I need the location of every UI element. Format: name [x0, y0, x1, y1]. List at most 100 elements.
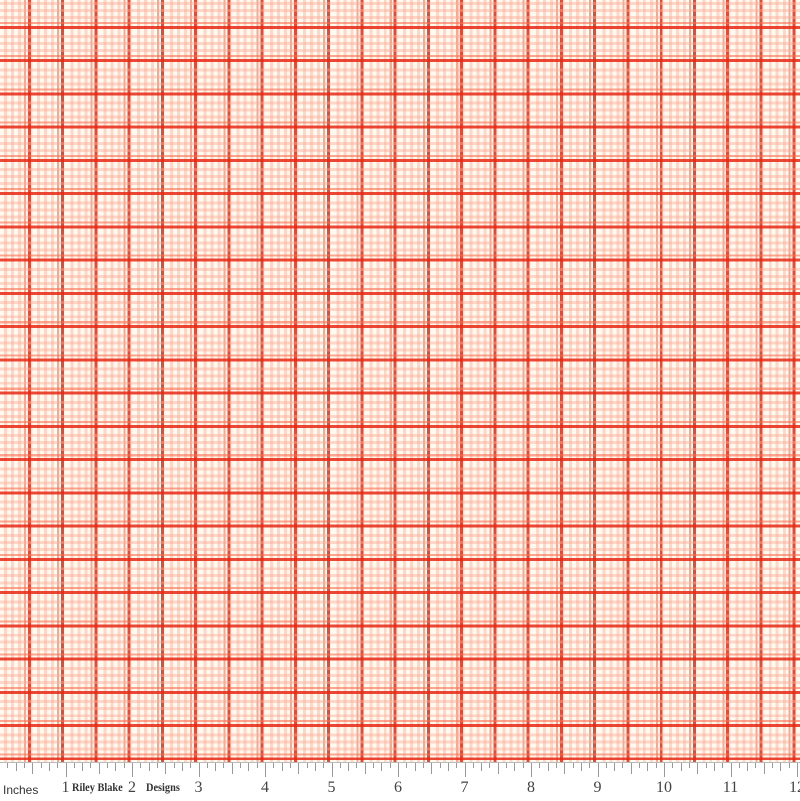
- ruler-number: 3: [194, 779, 203, 796]
- ruler-tick: [614, 763, 616, 771]
- ruler-tick: [647, 763, 649, 771]
- ruler-tick: [82, 763, 84, 771]
- ruler-number: 11: [722, 779, 739, 796]
- ruler-tick: [57, 763, 59, 768]
- ruler-tick: [531, 763, 532, 777]
- ruler-number: 1: [61, 779, 70, 796]
- ruler-tick: [381, 763, 383, 771]
- ruler-tick: [664, 763, 665, 777]
- ruler-tick: [422, 763, 424, 768]
- ruler-tick: [788, 763, 790, 768]
- ruler-tick: [107, 763, 109, 768]
- ruler-tick: [589, 763, 591, 768]
- ruler-number: 9: [593, 779, 602, 796]
- ruler-number: 6: [394, 779, 402, 796]
- ruler-number: 4: [261, 779, 269, 796]
- ruler-tick: [273, 763, 275, 768]
- ruler-tick: [215, 763, 217, 771]
- ruler-tick: [190, 763, 192, 768]
- ruler-tick: [298, 763, 300, 774]
- ruler-tick: [489, 763, 491, 768]
- ruler-tick: [389, 763, 391, 768]
- ruler-tick: [98, 763, 100, 774]
- ruler-tick: [572, 763, 574, 768]
- brand-name: Riley Blake: [72, 780, 123, 794]
- ruler-tick: [580, 763, 582, 771]
- ruler-number: 12: [789, 779, 800, 796]
- ruler-tick: [231, 763, 233, 774]
- ruler-tick: [289, 763, 291, 768]
- ruler-tick: [780, 763, 782, 771]
- ruler-tick: [456, 763, 458, 768]
- ruler-tick: [240, 763, 242, 768]
- ruler-tick: [165, 763, 167, 774]
- ruler-tick: [481, 763, 483, 771]
- ruler-tick: [281, 763, 283, 771]
- ruler-tick: [730, 763, 732, 777]
- ruler-tick: [90, 763, 92, 768]
- ruler-tick: [248, 763, 250, 771]
- ruler-number: 2: [128, 779, 136, 796]
- ruler-tick: [772, 763, 774, 768]
- ruler-number: 10: [656, 779, 672, 796]
- ruler-tick: [323, 763, 325, 768]
- ruler-tick: [597, 763, 599, 777]
- ruler-tick: [331, 763, 333, 777]
- ruler-tick: [763, 763, 765, 774]
- ruler-tick: [398, 763, 399, 777]
- ruler-tick: [339, 763, 341, 768]
- ruler-tick: [688, 763, 690, 768]
- ruler-tick: [148, 763, 150, 771]
- ruler-tick: [265, 763, 266, 777]
- ruler-tick: [722, 763, 724, 768]
- ruler-tick: [140, 763, 142, 768]
- ruler-tick: [472, 763, 474, 768]
- plaid-horizontal-stripes: [0, 0, 800, 762]
- ruler-tick: [738, 763, 740, 768]
- ruler-tick: [40, 763, 42, 768]
- ruler-tick: [414, 763, 416, 771]
- brand-name-suffix: Designs: [146, 780, 180, 794]
- ruler-tick: [506, 763, 508, 768]
- ruler-tick: [364, 763, 366, 774]
- ruler-tick: [173, 763, 175, 768]
- ruler-tick: [630, 763, 632, 774]
- ruler-tick: [680, 763, 682, 771]
- ruler-tick: [32, 763, 34, 774]
- ruler-tick: [547, 763, 549, 771]
- ruler-tick: [198, 763, 200, 777]
- ruler-tick: [522, 763, 524, 768]
- ruler-tick: [23, 763, 25, 768]
- ruler-tick: [622, 763, 624, 768]
- ruler-tick: [73, 763, 75, 768]
- ruler-tick: [539, 763, 541, 768]
- ruler-tick: [314, 763, 316, 771]
- ruler-tick: [605, 763, 607, 768]
- ruler-tick: [406, 763, 408, 768]
- ruler-tick: [256, 763, 258, 768]
- ruler-tick: [181, 763, 183, 771]
- ruler-number: 5: [327, 779, 336, 796]
- ruler-tick: [373, 763, 375, 768]
- ruler-tick: [15, 763, 17, 771]
- ruler-tick: [115, 763, 117, 771]
- ruler-tick: [564, 763, 566, 774]
- ruler-tick: [431, 763, 433, 774]
- ruler-tick: [672, 763, 674, 768]
- inch-ruler: Inches Riley Blake Designs 1 2 3 4 5 6 7 8 9 10 11…: [0, 762, 800, 801]
- ruler-unit-label: Inches: [3, 783, 39, 797]
- fabric-swatch: [0, 0, 800, 762]
- ruler-tick: [639, 763, 641, 768]
- ruler-tick: [123, 763, 125, 768]
- ruler-tick: [206, 763, 208, 768]
- ruler-tick: [7, 763, 9, 768]
- ruler-tick: [132, 763, 133, 777]
- ruler-tick: [348, 763, 350, 771]
- ruler-tick: [697, 763, 699, 774]
- ruler-tick: [514, 763, 516, 771]
- ruler-tick: [747, 763, 749, 771]
- ruler-tick: [156, 763, 158, 768]
- ruler-tick: [797, 763, 798, 777]
- ruler-tick: [306, 763, 308, 768]
- ruler-tick: [705, 763, 707, 768]
